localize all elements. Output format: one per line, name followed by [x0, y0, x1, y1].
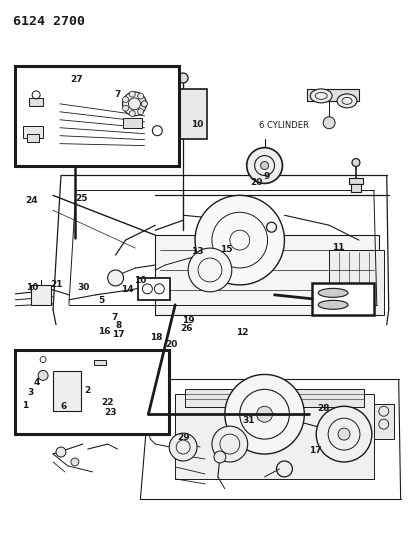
Bar — [29, 98, 43, 106]
Circle shape — [352, 158, 360, 166]
Bar — [122, 118, 142, 128]
Text: 16: 16 — [98, 327, 111, 336]
Text: 22: 22 — [102, 398, 114, 407]
Text: 20: 20 — [166, 341, 178, 350]
Text: 8: 8 — [115, 321, 122, 330]
Circle shape — [129, 110, 135, 117]
Text: 7: 7 — [112, 313, 118, 322]
Bar — [374, 404, 394, 439]
Bar — [165, 89, 207, 139]
Bar — [138, 278, 170, 300]
Circle shape — [212, 426, 248, 462]
Circle shape — [257, 406, 273, 422]
Ellipse shape — [337, 94, 357, 108]
Bar — [175, 394, 374, 479]
Circle shape — [195, 196, 284, 285]
Circle shape — [247, 148, 282, 183]
Circle shape — [178, 73, 188, 83]
Text: 9: 9 — [264, 172, 271, 181]
Text: 10: 10 — [134, 276, 147, 285]
Circle shape — [261, 161, 268, 169]
Bar — [15, 66, 179, 166]
Ellipse shape — [310, 89, 332, 103]
Text: 19: 19 — [182, 316, 194, 325]
Text: 7: 7 — [115, 90, 121, 99]
Text: 12: 12 — [236, 328, 249, 337]
Text: 11: 11 — [332, 244, 344, 253]
Circle shape — [108, 270, 124, 286]
Text: 6: 6 — [60, 402, 67, 411]
Ellipse shape — [318, 300, 348, 309]
Text: 28: 28 — [317, 403, 330, 413]
Bar — [23, 126, 43, 138]
Bar — [27, 134, 39, 142]
Text: 17: 17 — [112, 330, 124, 339]
Bar — [53, 372, 81, 411]
Circle shape — [56, 447, 66, 457]
Circle shape — [38, 370, 48, 381]
Text: 17: 17 — [308, 446, 321, 455]
Bar — [31, 285, 51, 305]
Circle shape — [323, 117, 335, 129]
Bar — [351, 184, 361, 192]
Text: 23: 23 — [105, 408, 117, 417]
Text: 25: 25 — [75, 193, 88, 203]
Text: 10: 10 — [26, 282, 38, 292]
Text: 10: 10 — [191, 120, 204, 129]
Text: 5: 5 — [99, 296, 105, 305]
Text: 14: 14 — [121, 285, 133, 294]
Bar — [185, 389, 364, 407]
Text: 6124 2700: 6124 2700 — [13, 15, 85, 28]
Circle shape — [142, 101, 147, 107]
Bar — [307, 89, 359, 101]
Ellipse shape — [318, 288, 348, 297]
Circle shape — [214, 451, 226, 463]
Bar — [349, 179, 363, 184]
Text: 24: 24 — [25, 196, 38, 205]
Circle shape — [137, 109, 144, 115]
Circle shape — [142, 101, 147, 107]
Circle shape — [122, 105, 129, 111]
Text: 2: 2 — [84, 385, 91, 394]
Text: 21: 21 — [50, 280, 62, 289]
Bar — [329, 250, 384, 315]
Text: 4: 4 — [34, 377, 40, 386]
Circle shape — [188, 248, 232, 292]
Circle shape — [122, 96, 129, 102]
Text: 31: 31 — [242, 416, 255, 425]
Bar — [155, 235, 379, 315]
Text: 18: 18 — [151, 333, 163, 342]
Circle shape — [225, 375, 304, 454]
Circle shape — [169, 433, 197, 461]
Text: 1: 1 — [22, 401, 28, 410]
Circle shape — [137, 93, 144, 99]
Text: 29: 29 — [177, 433, 190, 442]
Text: 27: 27 — [70, 75, 83, 84]
Text: 13: 13 — [191, 247, 204, 256]
Text: 6 CYLINDER: 6 CYLINDER — [259, 122, 308, 131]
Bar — [94, 360, 106, 366]
Circle shape — [122, 92, 146, 116]
Circle shape — [129, 91, 135, 97]
Circle shape — [71, 458, 79, 466]
Text: 30: 30 — [78, 283, 90, 292]
Text: 15: 15 — [220, 245, 233, 254]
Bar — [312, 283, 374, 315]
Circle shape — [338, 428, 350, 440]
Text: 3: 3 — [27, 388, 33, 397]
Text: 26: 26 — [180, 324, 193, 333]
Bar — [15, 350, 169, 434]
Text: 20: 20 — [250, 178, 262, 187]
Circle shape — [316, 406, 372, 462]
